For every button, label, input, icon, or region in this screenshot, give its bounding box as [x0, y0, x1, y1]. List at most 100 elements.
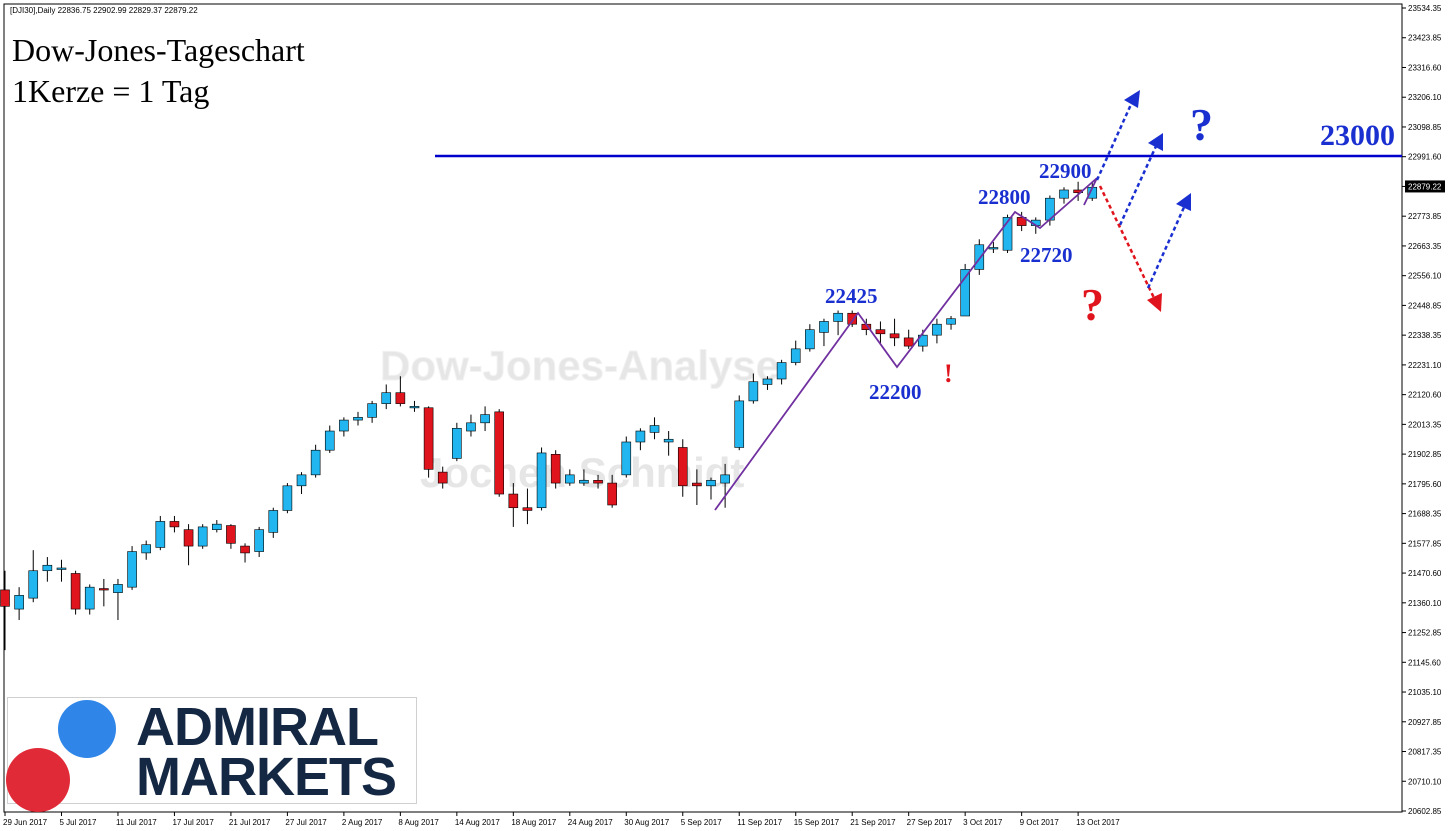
candle-bear [70, 573, 81, 610]
candle-bear [875, 329, 886, 335]
candle-bull [282, 485, 293, 511]
candle-bear [1016, 217, 1027, 226]
date-tick-label: 13 Oct 2017 [1076, 818, 1120, 827]
date-tick-label: 11 Sep 2017 [737, 818, 782, 827]
candle-bull [296, 474, 307, 487]
date-tick-label: 8 Aug 2017 [398, 818, 439, 827]
date-tick-label: 21 Sep 2017 [850, 818, 896, 827]
date-axis: 29 Jun 2017 5 Jul 2017 11 Jul 2017 17 Jul 2… [3, 812, 1120, 827]
candle-bull [946, 318, 956, 325]
candle-bear [692, 482, 702, 487]
candle-bull [762, 378, 773, 385]
candle-bull [635, 430, 646, 443]
candle-bear [550, 454, 561, 484]
current-price-label: 22879.22 [1408, 182, 1442, 191]
candle-series [0, 181, 1098, 651]
candle-bear [607, 482, 617, 506]
candle-bear [395, 392, 406, 404]
candle-bear [99, 588, 109, 591]
candle-bull [663, 438, 674, 443]
candle-bull [579, 480, 589, 484]
candle-bear [494, 411, 505, 495]
price-axis: 23534.35 23423.85 23316.60 23206.10 23098.85… [1402, 4, 1445, 816]
candle-bear [240, 545, 250, 554]
price-tick-label: 20817.35 [1408, 748, 1442, 757]
arrowhead-up-2 [1148, 133, 1163, 151]
candle-bull [212, 523, 222, 530]
level-23000-label: 23000 [1320, 119, 1395, 152]
candle-bear [593, 480, 603, 484]
admiral-markets-logo: ADMIRAL MARKETS [6, 697, 417, 812]
candle-bull [776, 362, 787, 380]
exclamation-mark: ! [944, 359, 953, 388]
watermark-author: Jochen Schmidt [420, 449, 744, 496]
candle-bull [324, 430, 335, 451]
red-question-mark: ? [1081, 279, 1104, 330]
plot-frame [3, 3, 1403, 813]
candle-bull [960, 269, 970, 317]
candle-bull [790, 348, 801, 363]
price-tick-label: 22013.35 [1408, 420, 1442, 429]
candle-bull [621, 441, 632, 476]
date-tick-label: 2 Aug 2017 [342, 818, 383, 827]
price-tick-label: 23534.35 [1408, 4, 1442, 13]
swing-22425-label: 22425 [825, 284, 878, 308]
price-tick-label: 22663.35 [1408, 242, 1442, 251]
price-tick-label: 21688.35 [1408, 510, 1442, 519]
swing-22720-label: 22720 [1020, 243, 1073, 267]
price-tick-label: 21795.60 [1408, 480, 1442, 489]
candle-bull [819, 321, 829, 333]
price-tick-label: 20710.10 [1408, 777, 1442, 786]
candle-bull [353, 417, 363, 421]
candle-bull [42, 564, 53, 572]
arrowhead-up-1 [1124, 90, 1140, 108]
price-tick-label: 22338.35 [1408, 331, 1442, 340]
candle-bull [564, 474, 575, 484]
price-tick-label: 21470.60 [1408, 569, 1442, 578]
candle-bull [141, 544, 151, 554]
logo-red-circle-icon [6, 748, 70, 812]
trend-zigzag-line [714, 177, 1098, 511]
candle-bull [1059, 189, 1069, 199]
candle-bear [889, 333, 900, 339]
candle-bull [254, 529, 264, 552]
price-tick-label: 20602.85 [1408, 807, 1442, 816]
candle-bear [903, 337, 914, 347]
candle-bull [381, 392, 392, 404]
price-tick-label: 22556.10 [1408, 272, 1442, 281]
candle-bull [1002, 217, 1013, 251]
date-tick-label: 27 Jul 2017 [285, 818, 327, 827]
date-tick-label: 11 Jul 2017 [116, 818, 157, 827]
arrowhead-up-3 [1176, 193, 1191, 211]
candle-bull [734, 400, 745, 448]
date-tick-label: 24 Aug 2017 [568, 818, 613, 827]
candle-bull [917, 334, 928, 347]
candle-bull [113, 584, 123, 593]
swing-22800-label: 22800 [978, 185, 1031, 209]
window-header: [DJI30],Daily 22836.75 22902.99 22829.37… [10, 6, 198, 15]
date-tick-label: 18 Aug 2017 [511, 818, 556, 827]
price-tick-label: 21035.10 [1408, 688, 1442, 697]
blue-question-mark: ? [1190, 99, 1213, 150]
price-tick-label: 20927.85 [1408, 718, 1442, 727]
swing-22200-label: 22200 [869, 380, 922, 404]
candle-bull [310, 449, 321, 476]
candle-bull [805, 329, 815, 350]
candle-bull [367, 403, 377, 418]
price-tick-label: 23316.60 [1408, 63, 1442, 72]
candle-bull [988, 247, 999, 250]
date-tick-label: 14 Aug 2017 [455, 818, 500, 827]
candle-bear [847, 312, 858, 325]
chart-title-line-2: 1Kerze = 1 Tag [12, 73, 209, 109]
price-tick-label: 22120.60 [1408, 391, 1442, 400]
date-tick-label: 5 Sep 2017 [681, 818, 722, 827]
price-tick-label: 23423.85 [1408, 34, 1442, 43]
candle-bull [339, 419, 349, 432]
date-tick-label: 21 Jul 2017 [229, 818, 271, 827]
date-tick-label: 15 Sep 2017 [794, 818, 840, 827]
price-tick-label: 21252.85 [1408, 629, 1442, 638]
current-price-box [1405, 180, 1445, 193]
swing-22900-label: 22900 [1039, 159, 1092, 183]
candle-bear [183, 529, 194, 547]
arrow-down [1098, 185, 1157, 301]
